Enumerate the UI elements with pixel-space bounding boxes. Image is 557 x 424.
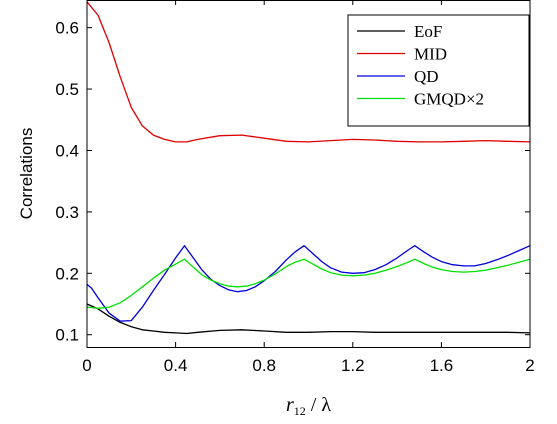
y-tick-label: 0.4 (55, 141, 79, 160)
y-tick-label: 0.6 (55, 19, 79, 38)
x-axis-label: r12 / λ (286, 394, 331, 418)
y-axis-label: Correlations (17, 128, 36, 220)
x-tick-label: 0.8 (252, 356, 276, 375)
series-line-1 (87, 1, 530, 143)
y-tick-label: 0.5 (55, 80, 79, 99)
legend-items: EoF MID QD GMQD×2 (357, 22, 484, 109)
y-tick-label: 0.1 (55, 326, 79, 345)
x-tick-label: 1.2 (341, 356, 365, 375)
x-axis-label-rest: / λ (306, 394, 332, 416)
axes-frame (86, 0, 531, 348)
plot-lines (87, 1, 530, 335)
axis-tick-labels: 0 0.4 0.8 1.2 1.6 2 0.1 0.2 0.3 0.4 0.5 0.6 (55, 19, 534, 375)
legend: EoF MID QD GMQD×2 (347, 14, 530, 127)
y-tick-label: 0.2 (55, 264, 79, 283)
x-tick-label: 2 (525, 356, 534, 375)
x-axis-label-subscript: 12 (294, 404, 306, 418)
x-tick-label: 1.6 (430, 356, 454, 375)
series-line-0 (87, 303, 530, 335)
legend-label-3: GMQD×2 (414, 90, 484, 109)
legend-label-0: EoF (414, 22, 442, 41)
legend-label-2: QD (414, 67, 439, 86)
series-line-3 (87, 258, 530, 309)
legend-box (347, 14, 530, 127)
series-line-2 (87, 245, 530, 322)
x-tick-label: 0.4 (164, 356, 188, 375)
x-axis-label-main: r (286, 394, 294, 416)
y-tick-label: 0.3 (55, 203, 79, 222)
legend-label-1: MID (414, 45, 447, 64)
x-tick-label: 0 (82, 356, 91, 375)
